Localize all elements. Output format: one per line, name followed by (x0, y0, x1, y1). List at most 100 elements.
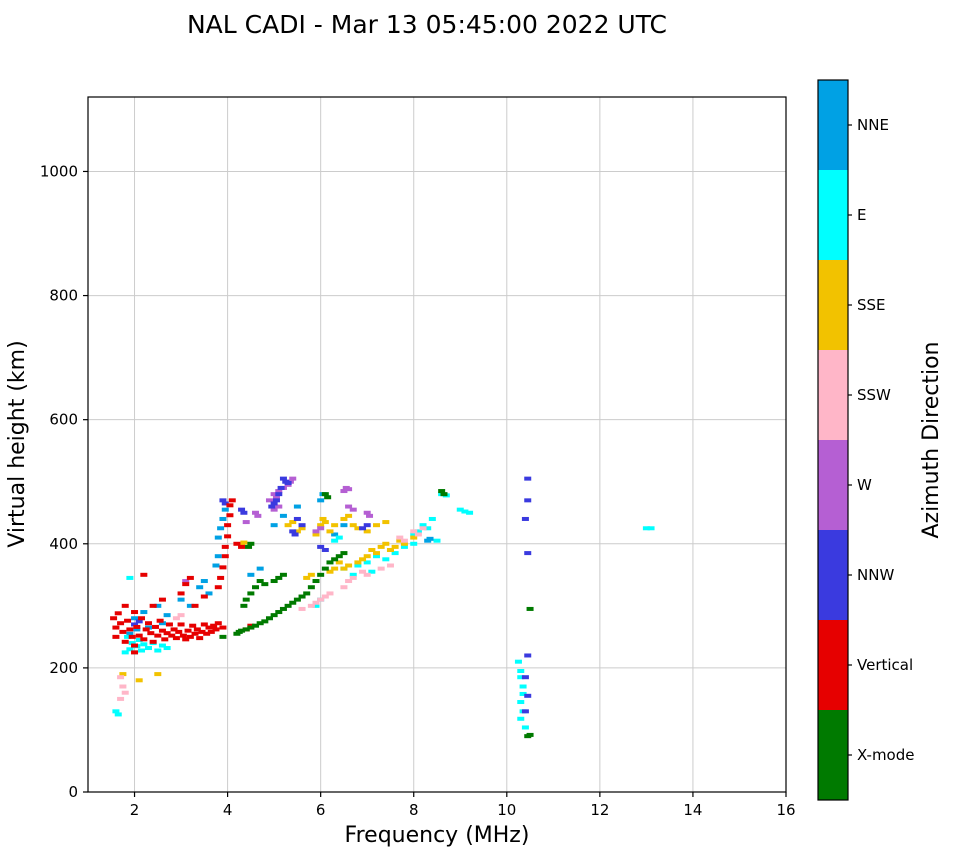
scatter-point (521, 675, 529, 680)
scatter-point (214, 554, 222, 559)
y-axis-label: Virtual height (km) (5, 340, 30, 547)
scatter-point (345, 579, 353, 584)
scatter-point (121, 690, 129, 695)
scatter-point (326, 529, 334, 534)
scatter-point (256, 566, 264, 571)
series-sse (119, 513, 418, 683)
scatter-point (110, 616, 118, 621)
scatter-point (326, 569, 334, 574)
scatter-point (400, 544, 408, 549)
scatter-point (219, 634, 227, 639)
scatter-point (517, 668, 525, 673)
colorbar-segment (818, 260, 848, 350)
scatter-point (317, 498, 325, 503)
scatter-point (126, 627, 134, 632)
scatter-point (147, 631, 155, 636)
scatter-point (238, 628, 246, 633)
scatter-point (359, 526, 367, 531)
colorbar-label: SSE (857, 296, 886, 314)
scatter-point (312, 529, 320, 534)
scatter-point (240, 510, 248, 515)
scatter-point (156, 618, 164, 623)
scatter-point (186, 634, 194, 639)
scatter-point (517, 675, 525, 680)
scatter-point (270, 613, 278, 618)
scatter-point (331, 557, 339, 562)
scatter-point (317, 597, 325, 602)
scatter-point (284, 603, 292, 608)
scatter-point (131, 610, 139, 615)
scatter-point (349, 507, 357, 512)
scatter-point (270, 492, 278, 497)
x-tick-label: 6 (316, 801, 326, 819)
scatter-point (414, 532, 422, 537)
scatter-point (382, 557, 390, 562)
series-x-mode (219, 489, 534, 739)
scatter-point (226, 503, 234, 508)
scatter-point (247, 591, 255, 596)
scatter-point (307, 603, 315, 608)
scatter-point (270, 579, 278, 584)
scatter-point (212, 627, 220, 632)
colorbar-segment (818, 350, 848, 440)
scatter-point (426, 536, 434, 541)
scatter-point (321, 520, 329, 525)
scatter-point (131, 616, 139, 621)
scatter-point (189, 623, 197, 628)
scatter-point (363, 554, 371, 559)
scatter-point (179, 633, 187, 638)
scatter-point (279, 476, 287, 481)
axis-ticks: 2 4 6 8 10 12 14 16 0 200 400 600 800 1000 (40, 162, 796, 819)
scatter-point (182, 637, 190, 642)
scatter-point (272, 495, 280, 500)
colorbar-segment (818, 710, 848, 800)
y-tick-label: 400 (49, 535, 78, 553)
scatter-point (345, 504, 353, 509)
scatter-point (414, 529, 422, 534)
scatter-point (228, 498, 236, 503)
scatter-point (200, 579, 208, 584)
x-tick-label: 4 (223, 801, 233, 819)
scatter-point (224, 523, 232, 528)
scatter-point (279, 572, 287, 577)
series-e (112, 492, 655, 730)
scatter-point (279, 606, 287, 611)
scatter-point (275, 489, 283, 494)
series-ssw (117, 526, 427, 701)
scatter-point (345, 513, 353, 518)
scatter-point (312, 579, 320, 584)
scatter-point (158, 621, 166, 626)
scatter-point (526, 732, 534, 737)
scatter-point (377, 566, 385, 571)
scatter-point (191, 631, 199, 636)
scatter-point (298, 526, 306, 531)
scatter-point (424, 526, 432, 531)
scatter-point (207, 629, 215, 634)
scatter-point (368, 547, 376, 552)
scatter-point (289, 600, 297, 605)
scatter-point (219, 625, 227, 630)
scatter-point (117, 696, 125, 701)
scatter-point (291, 532, 299, 537)
scatter-point (198, 629, 206, 634)
grid-lines (88, 97, 787, 792)
scatter-point (270, 501, 278, 506)
scatter-point (433, 538, 441, 543)
scatter-point (163, 631, 171, 636)
scatter-point (524, 551, 532, 556)
scatter-point (265, 616, 273, 621)
scatter-point (144, 621, 152, 626)
scatter-point (163, 646, 171, 651)
scatter-point (245, 544, 253, 549)
scatter-point (289, 520, 297, 525)
y-tick-label: 1000 (40, 162, 78, 180)
scatter-point (400, 538, 408, 543)
scatter-point (182, 579, 190, 584)
scatter-point (158, 643, 166, 648)
scatter-point (133, 627, 141, 632)
scatter-point (524, 693, 532, 698)
scatter-point (247, 625, 255, 630)
scatter-point (312, 532, 320, 537)
x-tick-label: 8 (409, 801, 419, 819)
